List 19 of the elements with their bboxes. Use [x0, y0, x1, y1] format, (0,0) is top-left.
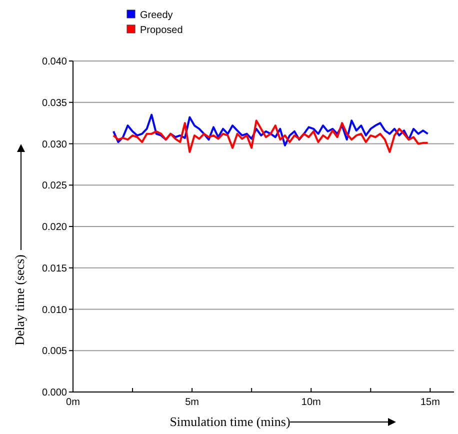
x-tick-label: 5m: [185, 397, 200, 408]
y-tick-label: 0.000: [42, 388, 68, 398]
y-tick-label: 0.005: [42, 346, 68, 358]
y-tick-label: 0.040: [42, 56, 68, 68]
legend-label: Proposed: [140, 25, 183, 36]
y-tick-label: 0.030: [42, 139, 68, 150]
y-tick-label: 0.010: [42, 304, 68, 316]
x-axis-title: Simulation time (mins): [170, 414, 290, 429]
y-tick-label: 0.015: [42, 263, 68, 274]
legend-label: Greedy: [140, 10, 173, 21]
y-axis-title: Delay time (secs): [12, 254, 27, 346]
line-series: [112, 114, 429, 146]
y-tick-label: 0.020: [42, 222, 68, 233]
y-tick-label: 0.035: [42, 98, 68, 109]
x-tick-label: 15m: [420, 397, 440, 408]
x-tick-label: 10m: [301, 397, 321, 408]
y-tick-label: 0.025: [42, 180, 68, 192]
line-series: [112, 120, 429, 154]
x-tick-label: 0m: [66, 397, 80, 408]
